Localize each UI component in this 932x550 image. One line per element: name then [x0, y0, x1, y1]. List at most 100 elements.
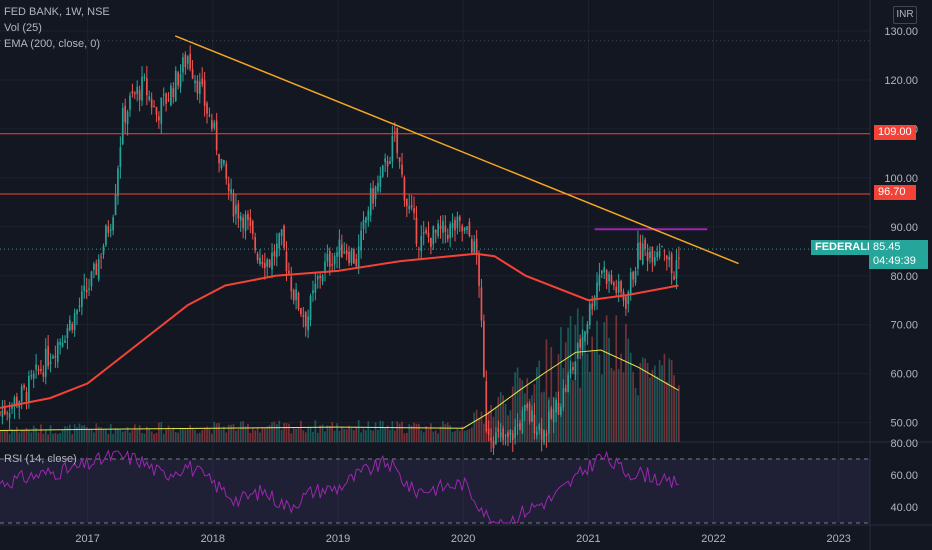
price-tick-label: 60.00 — [890, 369, 918, 381]
candle-body — [218, 153, 220, 164]
volume-bar — [309, 427, 312, 442]
candle-body — [379, 176, 382, 187]
candle-body — [384, 158, 387, 163]
volume-bar — [340, 426, 343, 442]
volume-bar — [162, 433, 165, 442]
candle-body — [545, 433, 548, 437]
volume-bar — [658, 360, 661, 442]
candle-body — [97, 259, 100, 280]
volume-bar — [449, 425, 452, 442]
candle-body — [288, 270, 290, 274]
volume-bar — [495, 406, 497, 442]
candle-body — [401, 164, 403, 175]
candle-body — [93, 263, 95, 270]
volume-bar — [350, 428, 353, 442]
volume-bar — [206, 426, 208, 442]
volume-bar — [663, 353, 666, 442]
volume-bar — [251, 427, 254, 442]
candle-body — [124, 105, 127, 123]
rsi-legend[interactable]: RSI (14, close) — [4, 453, 77, 465]
volume-bar — [186, 428, 189, 442]
candle-body — [548, 411, 550, 434]
volume-bar — [259, 432, 261, 442]
volume-bar — [379, 420, 382, 442]
candle-body — [343, 251, 346, 254]
time-tick-label: 2018 — [201, 533, 225, 545]
volume-bar — [576, 308, 579, 442]
volume-bar — [540, 392, 543, 442]
volume-bar — [35, 427, 37, 442]
candle-body — [3, 408, 6, 415]
candle-body — [266, 259, 269, 267]
volume-bar — [109, 423, 112, 442]
price-tick-label: 50.00 — [890, 418, 918, 430]
volume-bar — [227, 424, 230, 442]
volume-bar — [25, 427, 28, 442]
candle-body — [538, 424, 541, 430]
candle-body — [244, 214, 247, 231]
volume-bar — [196, 433, 199, 442]
volume-bar — [511, 386, 514, 442]
volume-bar — [403, 433, 406, 442]
volume-bar — [593, 351, 596, 442]
candle-body — [302, 315, 305, 317]
candle-body — [598, 274, 601, 286]
candle-body — [605, 270, 608, 284]
candle-body — [646, 252, 649, 261]
candle-body — [492, 440, 495, 448]
volume-bar — [324, 431, 326, 442]
candle-body — [634, 270, 637, 283]
candle-body — [189, 53, 192, 69]
volume-legend[interactable]: Vol (25) — [4, 22, 42, 34]
candle-body — [377, 182, 379, 192]
candle-body — [627, 292, 630, 305]
candle-body — [617, 281, 620, 293]
volume-bar — [581, 316, 584, 442]
candle-body — [656, 251, 659, 258]
volume-bar — [516, 367, 519, 442]
ema-legend[interactable]: EMA (200, close, 0) — [4, 38, 100, 50]
volume-bar — [605, 315, 608, 442]
volume-bar — [466, 430, 468, 442]
currency-badge[interactable]: INR — [893, 6, 917, 24]
volume-bar — [396, 421, 399, 442]
countdown-tag: 04:49:39 — [869, 254, 928, 269]
volume-bar — [613, 370, 615, 442]
candle-body — [6, 412, 9, 414]
candle-body — [232, 193, 235, 217]
volume-bar — [146, 426, 148, 442]
volume-bar — [278, 420, 281, 442]
volume-bar — [102, 429, 105, 442]
volume-bar — [627, 338, 630, 442]
volume-bar — [608, 337, 610, 442]
volume-bar — [105, 428, 107, 442]
candle-body — [374, 186, 377, 200]
candle-body — [458, 216, 461, 221]
candle-body — [165, 93, 167, 104]
volume-bar — [336, 423, 338, 442]
candle-body — [254, 237, 257, 251]
candle-body — [271, 252, 273, 270]
volume-bar — [492, 416, 495, 442]
candle-body — [497, 428, 500, 433]
volume-bar — [386, 425, 389, 442]
volume-bar — [124, 430, 127, 442]
candle-body — [40, 368, 42, 371]
candle-body — [117, 168, 119, 196]
candle-body — [88, 288, 90, 290]
volume-bar — [242, 421, 244, 442]
volume-bar — [579, 387, 582, 442]
volume-bar — [300, 420, 302, 442]
candle-body — [651, 246, 654, 262]
volume-bar — [56, 433, 59, 442]
volume-bar — [632, 371, 634, 442]
rsi-tick-label: 40.00 — [890, 502, 918, 514]
candle-body — [564, 388, 567, 392]
candle-body — [109, 229, 112, 231]
symbol-legend[interactable]: FED BANK, 1W, NSE — [4, 6, 110, 18]
volume-bar — [326, 425, 329, 442]
candle-body — [579, 339, 582, 348]
volume-bar — [519, 378, 521, 442]
volume-bar — [569, 315, 572, 442]
